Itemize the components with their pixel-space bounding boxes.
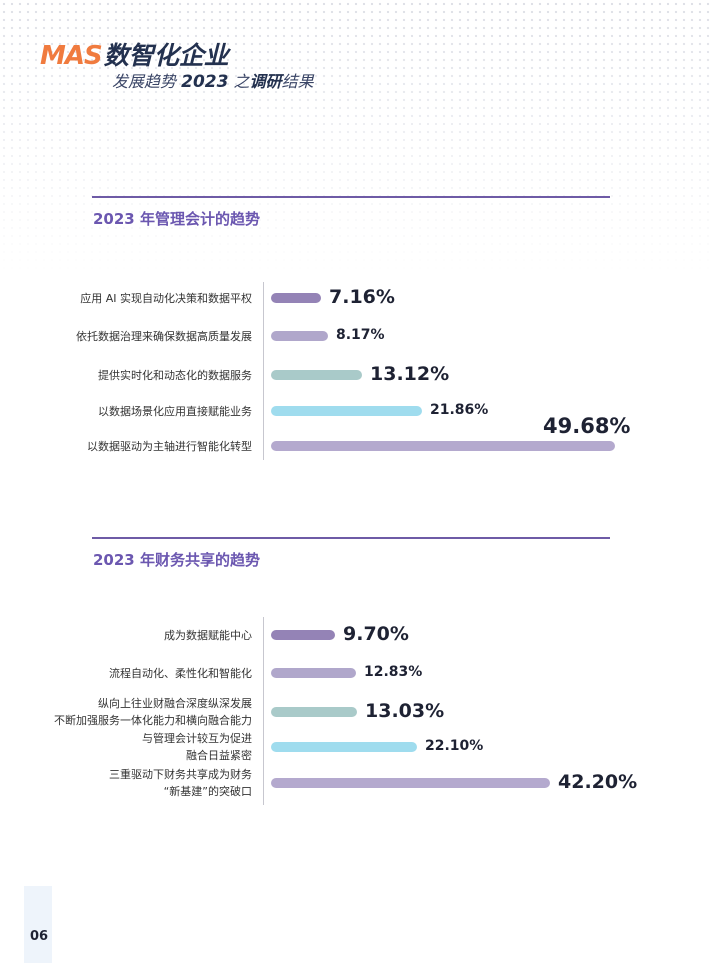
bar-value-label: 7.16% xyxy=(329,285,395,308)
bar-label: 以数据驱动为主轴进行智能化转型 xyxy=(32,438,252,455)
subtitle-pre: 发展趋势 xyxy=(112,72,177,91)
bar xyxy=(271,293,321,303)
bar xyxy=(271,778,550,788)
bar-label: 流程自动化、柔性化和智能化 xyxy=(32,665,252,682)
bar xyxy=(271,668,356,678)
axis-line xyxy=(263,282,264,460)
bar-label: 以数据场景化应用直接赋能业务 xyxy=(32,403,252,420)
page-tab xyxy=(24,886,52,963)
bar xyxy=(271,370,362,380)
report-title: 数智化企业 xyxy=(103,41,229,70)
bar-label: 成为数据赋能中心 xyxy=(32,627,252,644)
subtitle-year: 2023 xyxy=(181,72,229,92)
brand-title: MAS数智化企业 xyxy=(40,36,229,72)
bar-value-label: 13.03% xyxy=(365,699,445,722)
bar xyxy=(271,630,335,640)
bar-value-label: 9.70% xyxy=(343,622,409,645)
subtitle-post: 结果 xyxy=(281,72,314,91)
section-title: 2023 年财务共享的趋势 xyxy=(93,551,260,569)
bar-label: 纵向上往业财融合深度纵深发展不断加强服务一体化能力和横向融合能力 xyxy=(32,695,252,729)
section-rule xyxy=(92,537,610,539)
bar-label: 依托数据治理来确保数据高质量发展 xyxy=(32,328,252,345)
bar-label-line: 三重驱动下财务共享成为财务 xyxy=(109,768,252,781)
bar-label-line: 应用 AI 实现自动化决策和数据平权 xyxy=(80,291,252,305)
bar-label-line: 纵向上往业财融合深度纵深发展 xyxy=(98,697,252,710)
bar-label-line: 以数据驱动为主轴进行智能化转型 xyxy=(87,439,252,453)
bar-label-line: 流程自动化、柔性化和智能化 xyxy=(109,666,252,680)
dot-pattern-background xyxy=(0,0,710,280)
report-subtitle: 发展趋势 2023 之调研结果 xyxy=(112,68,314,92)
bar-value-label: 21.86% xyxy=(430,402,489,418)
bar-label-line: 依托数据治理来确保数据高质量发展 xyxy=(76,329,252,343)
bar-label: 提供实时化和动态化的数据服务 xyxy=(32,367,252,384)
bar-value-label: 49.68% xyxy=(543,414,631,438)
bar-label-line: 不断加强服务一体化能力和横向融合能力 xyxy=(54,714,252,727)
bar xyxy=(271,441,615,451)
bar-value-label: 8.17% xyxy=(336,327,385,343)
bar-label: 与管理会计较互为促进融合日益紧密 xyxy=(32,730,252,764)
bar-label: 应用 AI 实现自动化决策和数据平权 xyxy=(32,290,252,307)
bar-value-label: 12.83% xyxy=(364,664,423,680)
bar xyxy=(271,742,417,752)
bar-label-line: “新基建”的突破口 xyxy=(163,785,252,798)
bar-label-line: 成为数据赋能中心 xyxy=(164,628,252,642)
section-title: 2023 年管理会计的趋势 xyxy=(93,210,260,228)
mas-logo: MAS xyxy=(40,41,103,71)
section-rule xyxy=(92,196,610,198)
page-number: 06 xyxy=(30,929,49,944)
bar-value-label: 22.10% xyxy=(425,738,484,754)
axis-line xyxy=(263,617,264,805)
bar xyxy=(271,707,357,717)
bar-label-line: 融合日益紧密 xyxy=(186,749,252,762)
bar-label-line: 以数据场景化应用直接赋能业务 xyxy=(98,404,252,418)
bar-label: 三重驱动下财务共享成为财务 “新基建”的突破口 xyxy=(32,766,252,800)
subtitle-mid: 之 xyxy=(233,72,250,91)
subtitle-strong: 调研 xyxy=(249,72,282,91)
bar xyxy=(271,331,328,341)
bar-label-line: 与管理会计较互为促进 xyxy=(142,732,252,745)
bar-value-label: 42.20% xyxy=(558,770,638,793)
bar-value-label: 13.12% xyxy=(370,362,450,385)
bar-label-line: 提供实时化和动态化的数据服务 xyxy=(98,368,252,382)
bar xyxy=(271,406,422,416)
